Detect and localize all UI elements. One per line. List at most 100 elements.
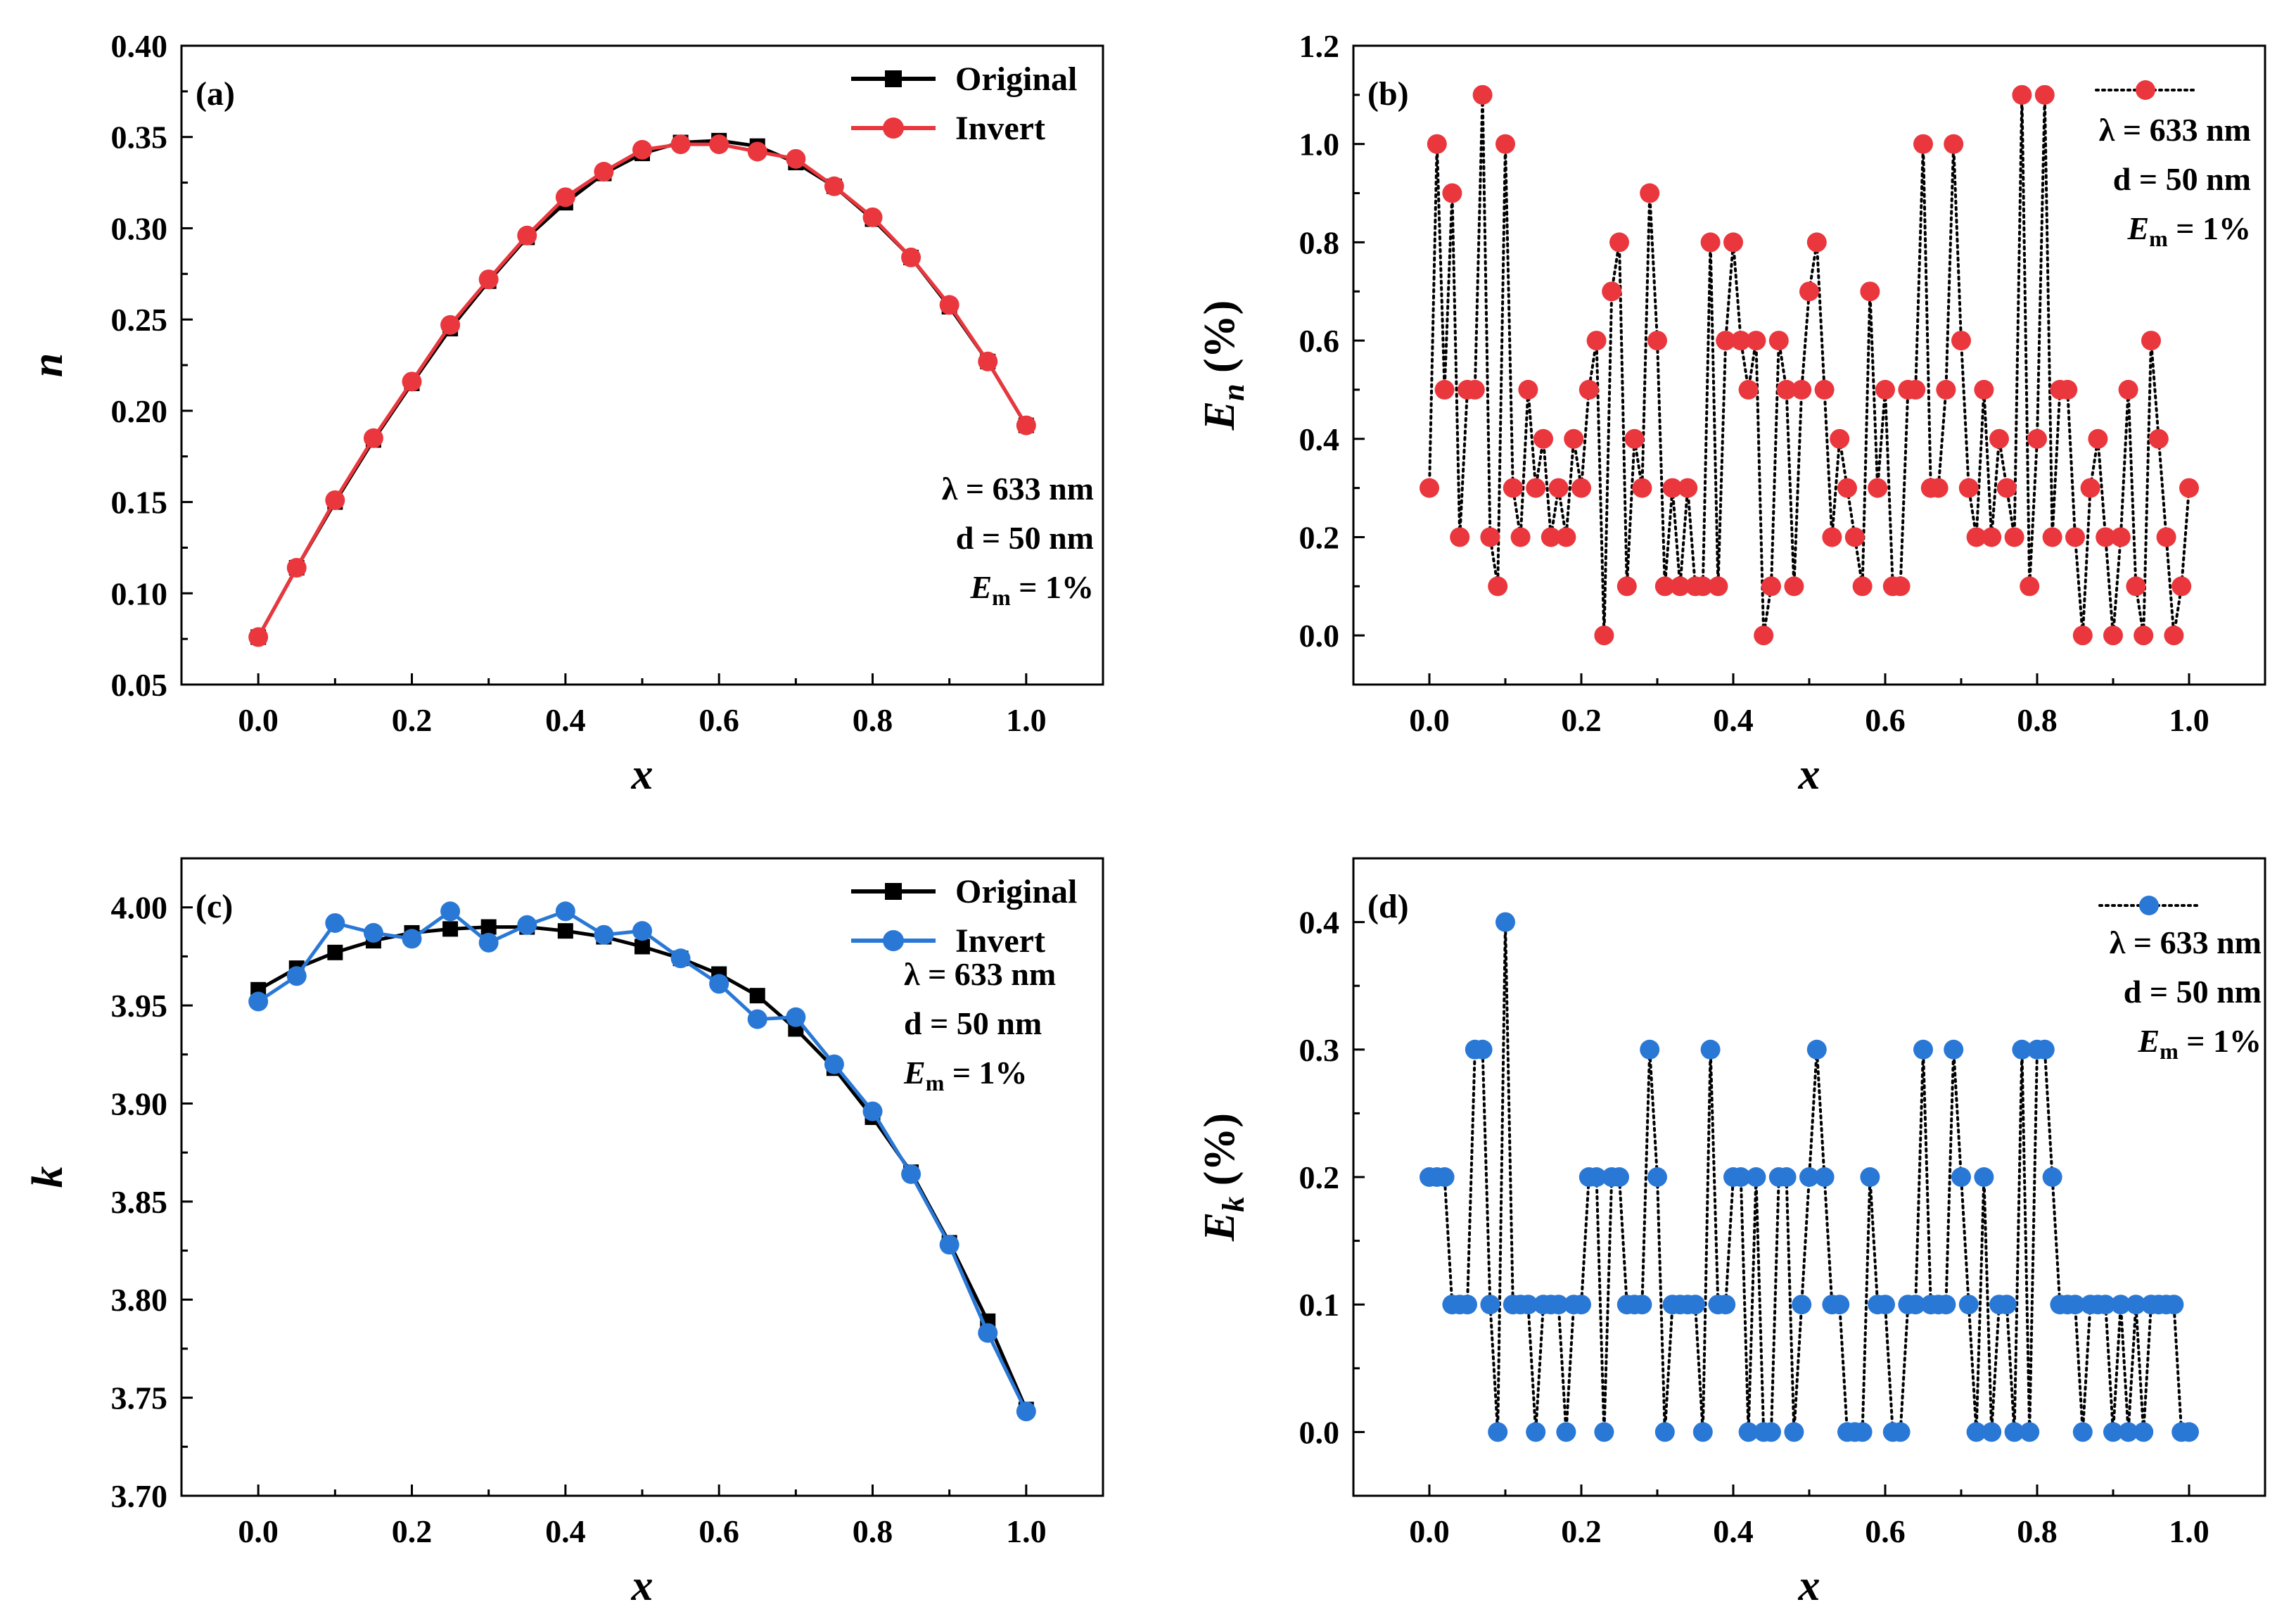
legend-label-original: Original — [955, 61, 1077, 98]
data-point — [1685, 1295, 1705, 1315]
data-point — [2164, 1295, 2184, 1315]
data-point — [1533, 428, 1553, 449]
y-tick-label: 3.80 — [111, 1282, 168, 1318]
data-point — [1738, 379, 1759, 400]
data-point — [2080, 478, 2100, 498]
y-tick-label: 0.20 — [111, 393, 168, 429]
panel-label: (d) — [1367, 888, 1409, 925]
x-tick-label: 1.0 — [1006, 1513, 1047, 1549]
data-point — [1526, 478, 1546, 498]
x-tick-label: 0.6 — [699, 702, 739, 738]
data-point-invert — [862, 1101, 883, 1121]
data-point — [1571, 478, 1591, 498]
data-point — [1792, 1295, 1812, 1315]
data-point — [1708, 576, 1728, 597]
data-point — [2020, 576, 2040, 597]
data-point — [1982, 1422, 2002, 1442]
x-tick-label: 1.0 — [2169, 702, 2209, 738]
data-point-invert — [363, 428, 383, 448]
x-tick-label: 0.8 — [2017, 1513, 2058, 1549]
x-tick-label: 0.2 — [392, 702, 433, 738]
panel-label: (a) — [196, 75, 235, 113]
data-point — [2126, 1295, 2146, 1315]
data-point — [1458, 1295, 1477, 1315]
data-point — [1761, 1422, 1781, 1442]
data-point — [1746, 1167, 1766, 1187]
x-tick-label: 0.6 — [1865, 702, 1906, 738]
annotation-thickness: d = 50 nm — [956, 520, 1094, 556]
data-point — [1434, 379, 1455, 400]
data-point — [1442, 183, 1462, 203]
data-point-invert — [402, 929, 422, 949]
data-point — [1495, 912, 1515, 932]
data-point — [1730, 1167, 1751, 1187]
y-tick-label: 0.8 — [1299, 224, 1340, 260]
y-tick-label: 3.70 — [111, 1478, 168, 1514]
data-point — [1958, 478, 1979, 498]
data-point — [1814, 379, 1835, 400]
annotation-wavelength: λ = 633 nm — [904, 956, 1056, 992]
data-point — [1852, 576, 1873, 597]
x-tick-label: 0.8 — [853, 1513, 893, 1549]
data-point — [1966, 1422, 1986, 1442]
data-point-invert — [478, 932, 499, 953]
data-point — [1860, 281, 1880, 302]
x-tick-label: 1.0 — [2169, 1513, 2209, 1549]
data-point — [2110, 1295, 2131, 1315]
y-tick-label: 0.10 — [111, 576, 168, 611]
y-tick-label: 3.90 — [111, 1086, 168, 1121]
data-point-invert — [978, 351, 998, 371]
legend-marker-original — [885, 70, 902, 87]
data-point — [1928, 478, 1949, 498]
x-axis-label: x — [631, 1562, 653, 1610]
data-point — [1890, 576, 1911, 597]
data-point-invert — [517, 915, 537, 935]
data-point — [1427, 134, 1447, 154]
data-point — [1624, 428, 1645, 449]
series-dotted-line — [1428, 94, 2190, 636]
data-point-original — [634, 939, 650, 955]
data-point-invert — [939, 1235, 959, 1255]
data-point — [1586, 331, 1607, 351]
x-tick-label: 0.8 — [2017, 702, 2058, 738]
annotation-error: Em = 1% — [903, 1055, 1028, 1095]
data-point — [1579, 379, 1599, 400]
data-point — [1974, 379, 1994, 400]
data-point — [2027, 428, 2047, 449]
annotation-error: Em = 1% — [2126, 210, 2251, 251]
data-point — [1594, 625, 1614, 646]
data-point — [1792, 379, 1812, 400]
data-point — [1609, 232, 1629, 253]
x-axis-label: x — [631, 751, 653, 799]
data-point — [2034, 84, 2055, 105]
y-tick-label: 0.35 — [111, 120, 168, 155]
legend-marker — [2139, 896, 2159, 915]
data-point — [2103, 625, 2123, 646]
data-point — [1450, 527, 1470, 547]
panel-label: (c) — [196, 888, 233, 925]
x-tick-label: 0.0 — [1409, 702, 1450, 738]
data-point — [2065, 1295, 2085, 1315]
chart-panel-a: 0.0 0.2 0.4 0.6 0.8 1.0 0.05 0.10 0.15 0.20 0.25 0.… — [24, 28, 1104, 799]
data-point — [1609, 1167, 1629, 1187]
data-point — [1830, 1295, 1850, 1315]
data-point-invert — [709, 974, 729, 994]
y-tick-label: 0.1 — [1299, 1287, 1340, 1323]
data-point — [1632, 1295, 1652, 1315]
data-point — [1974, 1167, 1994, 1187]
data-point — [1944, 1039, 1964, 1060]
data-point — [1548, 478, 1569, 498]
data-point — [1465, 379, 1485, 400]
data-point — [1822, 527, 1842, 547]
data-point — [1488, 576, 1508, 597]
y-tick-label: 0.0 — [1299, 618, 1340, 654]
data-point — [1844, 527, 1865, 547]
data-point — [1692, 1422, 1713, 1442]
data-point — [1434, 1167, 1455, 1187]
data-point — [1982, 527, 2002, 547]
data-point-original — [557, 923, 573, 939]
chart-panel-c: 0.0 0.2 0.4 0.6 0.8 1.0 3.70 3.75 3.80 3.85 3.90 3.… — [24, 857, 1104, 1610]
data-point — [1837, 478, 1857, 498]
data-point — [2065, 527, 2085, 547]
data-point — [1989, 428, 2009, 449]
